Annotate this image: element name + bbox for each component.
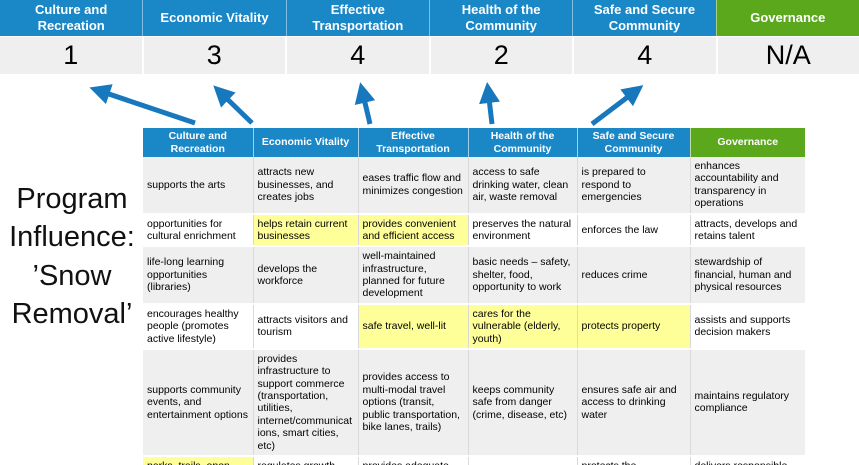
matrix-row: parks, trails, open spacesregulates grow… xyxy=(143,455,805,465)
matrix-cell: access to safe drinking water, clean air… xyxy=(468,157,578,215)
matrix-cell: reduces crime xyxy=(577,246,691,305)
matrix-cell: enhances accountability and transparency… xyxy=(690,157,805,215)
priority-header-cell: Culture and Recreation xyxy=(0,0,143,36)
priority-header-cell: Safe and Secure Community xyxy=(572,0,716,36)
priority-score-cell: 1 xyxy=(0,37,142,74)
matrix-cell: maintains regulatory compliance xyxy=(690,348,805,457)
matrix-header-cell: Culture and Recreation xyxy=(143,128,253,157)
matrix-cell: is prepared to respond to emergencies xyxy=(577,157,691,215)
matrix-cell: provides adequate parking xyxy=(358,455,469,465)
matrix-header-cell: Governance xyxy=(689,128,805,157)
matrix-cell: assists and supports decision makers xyxy=(690,303,805,350)
priority-score-cell: 4 xyxy=(572,37,716,74)
matrix-header-cell: Economic Vitality xyxy=(252,128,358,157)
matrix-cell: provides convenient and efficient access xyxy=(358,213,469,248)
matrix-cell: ensures safe air and access to drinking … xyxy=(577,348,691,457)
priority-score-cell: 2 xyxy=(428,37,572,74)
matrix-cell: eases traffic flow and minimizes congest… xyxy=(358,157,469,215)
matrix-cell: cares for the vulnerable (elderly, youth… xyxy=(468,303,578,350)
matrix-header-row: Culture and Recreation Economic Vitality E… xyxy=(143,128,805,157)
matrix-cell: encourages healthy people (promotes acti… xyxy=(143,303,254,350)
matrix-cell: delivers responsible and courteous servi… xyxy=(690,455,805,465)
matrix-cell: helps retain current businesses xyxy=(253,213,359,248)
matrix-cell: keeps community safe from danger (crime,… xyxy=(468,348,578,457)
matrix-cell: opportunities for cultural enrichment xyxy=(143,213,254,248)
matrix-row: supports community events, and entertain… xyxy=(143,348,805,457)
matrix-header-cell: Health of the Community xyxy=(467,128,577,157)
priority-score-cell: N/A xyxy=(715,37,859,74)
matrix-cell: develops the workforce xyxy=(253,246,359,305)
priority-score-cell: 4 xyxy=(285,37,429,74)
matrix-cell: basic needs – safety, shelter, food, opp… xyxy=(468,246,578,305)
matrix-row: opportunities for cultural enrichment hel… xyxy=(143,213,805,248)
priority-header-cell: Effective Transportation xyxy=(285,0,429,36)
matrix-cell: safe travel, well-lit xyxy=(358,303,469,350)
influence-matrix: Culture and Recreation Economic Vitality E… xyxy=(143,128,805,465)
influence-arrow xyxy=(354,82,376,125)
scores-row: 1 3 4 2 4 N/A xyxy=(0,37,859,74)
matrix-cell: provides infrastructure to support comme… xyxy=(253,348,359,457)
matrix-cell: regulates growth and development xyxy=(253,455,359,465)
matrix-row: encourages healthy people (promotes acti… xyxy=(143,303,805,350)
matrix-header-cell: Safe and Secure Community xyxy=(576,128,690,157)
matrix-cell: protects the environment xyxy=(577,455,691,465)
priority-header-cell: Health of the Community xyxy=(428,0,573,36)
matrix-cell: provides access to multi-modal travel op… xyxy=(358,348,469,457)
matrix-cell: preserves the natural environment xyxy=(468,213,578,248)
influence-arrow xyxy=(89,84,196,126)
matrix-cell: stewardship of financial, human and phys… xyxy=(690,246,805,305)
matrix-cell: well-maintained infrastructure, planned … xyxy=(358,246,469,305)
priority-header-cell: Economic Vitality xyxy=(142,0,286,36)
matrix-row: supports the arts attracts new businesses… xyxy=(143,157,805,215)
matrix-cell: enforces the law xyxy=(577,213,691,248)
matrix-cell: supports the arts xyxy=(143,157,254,215)
matrix-cell: attracts visitors and tourism xyxy=(253,303,359,350)
matrix-cell: parks, trails, open spaces xyxy=(143,455,254,465)
matrix-cell: supports community events, and entertain… xyxy=(143,348,254,457)
influence-arrow xyxy=(590,85,644,126)
matrix-header-cell: Effective Transportation xyxy=(357,128,468,157)
priorities-banner: Culture and Recreation Economic Vitality E… xyxy=(0,0,859,37)
matrix-row: life-long learning opportunities (librar… xyxy=(143,246,805,305)
matrix-cell: attracts new businesses, and creates job… xyxy=(253,157,359,215)
influence-arrows xyxy=(89,82,644,126)
priority-score-cell: 3 xyxy=(141,37,285,74)
influence-arrow xyxy=(479,82,500,125)
matrix-cell: access to health care xyxy=(468,455,578,465)
slide-title: Program Influence: ’Snow Removal’ xyxy=(9,183,135,330)
matrix-cell: attracts, develops and retains talent xyxy=(690,213,805,248)
matrix-cell: protects property xyxy=(577,303,691,350)
matrix-cell: life-long learning opportunities (librar… xyxy=(143,246,254,305)
influence-arrow xyxy=(213,85,254,125)
priority-header-cell: Governance xyxy=(715,0,859,36)
